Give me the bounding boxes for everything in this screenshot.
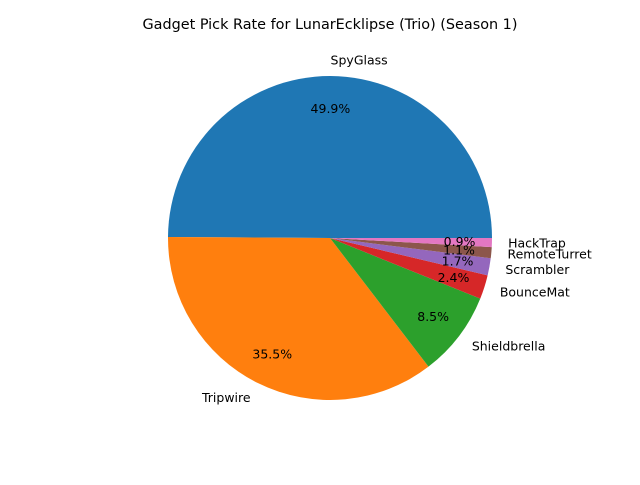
pct-label-remoteturret: 1.1% xyxy=(443,242,475,257)
pct-label-shieldbrella: 8.5% xyxy=(417,309,449,324)
slice-tripwire xyxy=(168,236,429,400)
slice-shieldbrella xyxy=(330,238,481,367)
slice-spyglass xyxy=(168,75,492,238)
pct-label-tripwire: 35.5% xyxy=(252,347,292,362)
pie-slices xyxy=(168,75,492,400)
slice-label-spyglass: SpyGlass xyxy=(331,52,388,67)
pct-label-scrambler: 1.7% xyxy=(442,254,474,269)
slice-label-bouncemat: BounceMat xyxy=(500,285,570,300)
slice-label-remoteturret: RemoteTurret xyxy=(507,247,591,262)
chart-title: Gadget Pick Rate for LunarEcklipse (Trio… xyxy=(143,17,518,33)
pct-label-spyglass: 49.9% xyxy=(311,101,351,116)
slice-label-hacktrap: HackTrap xyxy=(508,236,566,251)
pct-label-bouncemat: 2.4% xyxy=(438,270,470,285)
pie-labels: 49.9% SpyGlass 35.5% Tripwire 8.5% Shieldbrel… xyxy=(201,52,592,405)
slice-label-tripwire: Tripwire xyxy=(201,390,251,405)
slice-remoteturret xyxy=(330,238,492,259)
slice-label-scrambler: Scrambler xyxy=(505,262,570,277)
pct-label-hacktrap: 0.9% xyxy=(444,234,476,249)
slice-bouncemat xyxy=(330,238,488,299)
slice-hacktrap xyxy=(330,238,492,248)
slice-label-shieldbrella: Shieldbrella xyxy=(472,338,546,353)
slice-scrambler xyxy=(330,238,491,276)
